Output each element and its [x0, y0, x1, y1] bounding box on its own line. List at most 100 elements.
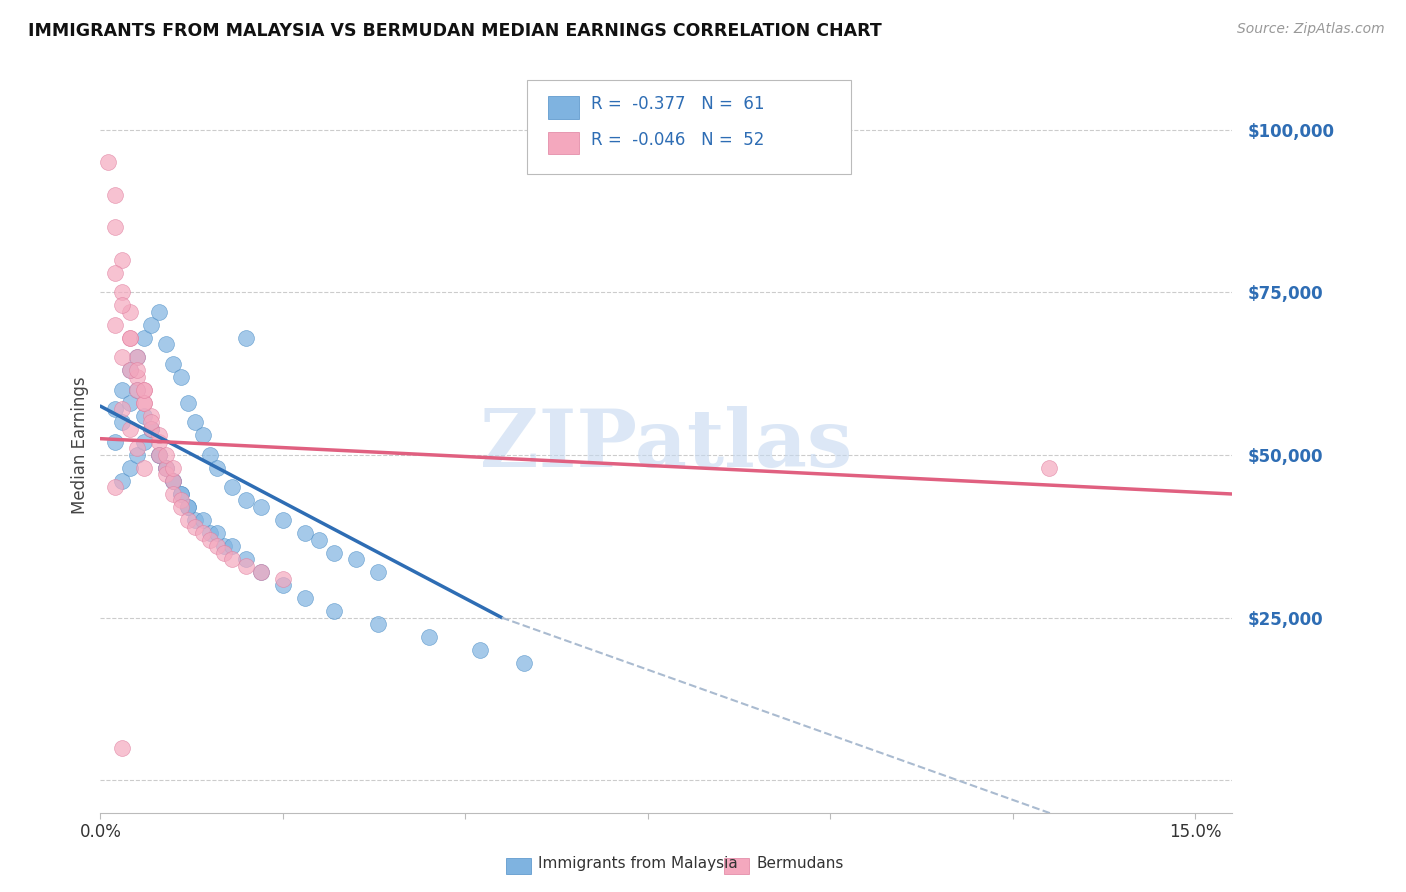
Point [184, 416, 207, 430]
Point [111, 252, 134, 267]
Point [111, 351, 134, 365]
Text: Source: ZipAtlas.com: Source: ZipAtlas.com [1237, 22, 1385, 37]
Point [221, 480, 243, 494]
Point [125, 369, 148, 384]
Point [118, 304, 141, 318]
Point [177, 500, 200, 514]
Point [162, 474, 184, 488]
Point [134, 383, 156, 397]
Point [104, 187, 127, 202]
Point [250, 500, 273, 514]
Point [111, 298, 134, 312]
Point [155, 448, 177, 462]
Point [97, 155, 120, 169]
Point [134, 331, 156, 345]
Text: Bermudans: Bermudans [756, 856, 844, 871]
Point [125, 383, 148, 397]
Point [125, 448, 148, 462]
Point [162, 357, 184, 371]
Point [367, 617, 389, 632]
Point [1038, 461, 1060, 475]
Point [104, 480, 127, 494]
Point [141, 422, 163, 436]
Point [250, 565, 273, 579]
Point [367, 565, 389, 579]
Point [308, 533, 330, 547]
Point [118, 331, 141, 345]
Point [118, 422, 141, 436]
Point [271, 578, 294, 592]
Point [205, 526, 228, 541]
Point [184, 519, 207, 533]
Text: R =  -0.046   N =  52: R = -0.046 N = 52 [591, 131, 763, 149]
Point [118, 396, 141, 410]
Point [141, 318, 163, 332]
Point [250, 565, 273, 579]
Point [162, 474, 184, 488]
Point [118, 461, 141, 475]
Point [141, 422, 163, 436]
Point [134, 461, 156, 475]
Point [169, 500, 191, 514]
Point [344, 552, 367, 566]
Point [111, 474, 134, 488]
Point [162, 461, 184, 475]
Point [111, 740, 134, 755]
Point [104, 318, 127, 332]
Point [111, 416, 134, 430]
Point [418, 630, 440, 644]
Point [148, 428, 170, 442]
Point [155, 461, 177, 475]
Point [155, 337, 177, 351]
Point [134, 434, 156, 449]
Point [104, 402, 127, 417]
Text: ZIPatlas: ZIPatlas [479, 406, 852, 484]
Point [214, 545, 236, 559]
Text: Immigrants from Malaysia: Immigrants from Malaysia [538, 856, 738, 871]
Point [125, 442, 148, 456]
Point [125, 351, 148, 365]
Point [198, 533, 221, 547]
Point [169, 493, 191, 508]
Point [235, 331, 257, 345]
Point [111, 402, 134, 417]
Point [155, 461, 177, 475]
Point [468, 643, 491, 657]
Point [177, 500, 200, 514]
Point [148, 448, 170, 462]
Point [198, 526, 221, 541]
Point [184, 513, 207, 527]
Point [221, 539, 243, 553]
Point [162, 487, 184, 501]
Point [104, 434, 127, 449]
Point [148, 448, 170, 462]
Point [235, 493, 257, 508]
Point [205, 539, 228, 553]
Point [148, 434, 170, 449]
Point [104, 266, 127, 280]
Point [271, 572, 294, 586]
Point [323, 545, 346, 559]
Point [104, 220, 127, 235]
Point [134, 396, 156, 410]
Y-axis label: Median Earnings: Median Earnings [72, 376, 89, 514]
Point [148, 304, 170, 318]
Point [141, 409, 163, 423]
Point [118, 363, 141, 377]
Point [271, 513, 294, 527]
Point [221, 552, 243, 566]
Text: IMMIGRANTS FROM MALAYSIA VS BERMUDAN MEDIAN EARNINGS CORRELATION CHART: IMMIGRANTS FROM MALAYSIA VS BERMUDAN MED… [28, 22, 882, 40]
Point [162, 474, 184, 488]
Point [155, 467, 177, 482]
Point [198, 448, 221, 462]
Point [125, 363, 148, 377]
Point [177, 396, 200, 410]
Point [235, 558, 257, 573]
Point [134, 396, 156, 410]
Point [125, 383, 148, 397]
Point [169, 487, 191, 501]
Point [155, 461, 177, 475]
Point [323, 604, 346, 618]
Point [177, 513, 200, 527]
Point [134, 409, 156, 423]
